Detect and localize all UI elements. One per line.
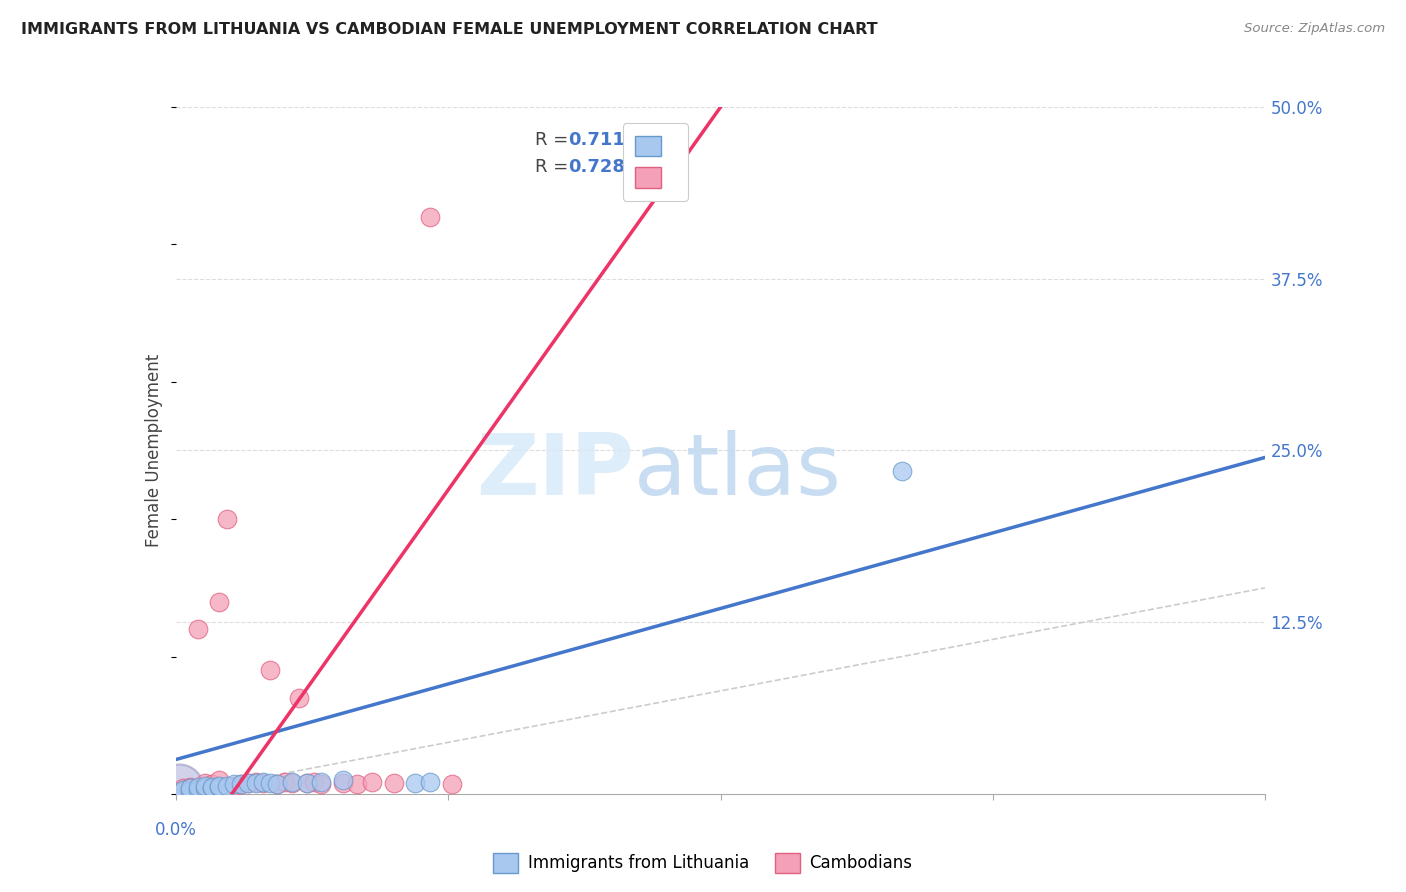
Point [172, 782, 194, 797]
Point [309, 774, 332, 789]
Point [179, 784, 201, 798]
Text: Source: ZipAtlas.com: Source: ZipAtlas.com [1244, 22, 1385, 36]
Text: 0.728: 0.728 [568, 159, 626, 177]
Point [332, 773, 354, 788]
Point [194, 776, 217, 790]
Point [332, 776, 354, 790]
Point [281, 776, 304, 790]
Point [201, 781, 224, 796]
Point [179, 780, 201, 794]
Point [186, 782, 209, 797]
Point [172, 784, 194, 798]
Point [194, 781, 217, 796]
Point [382, 776, 405, 790]
Point [186, 622, 209, 636]
Text: N =: N = [617, 131, 669, 149]
Point [172, 781, 194, 796]
Text: R =: R = [536, 131, 574, 149]
Point [208, 594, 231, 608]
Point [252, 776, 274, 790]
Point [208, 773, 231, 788]
Y-axis label: Female Unemployment: Female Unemployment [145, 354, 163, 547]
Point [194, 779, 217, 793]
Point [259, 663, 281, 677]
Point [266, 777, 288, 791]
Point [360, 774, 382, 789]
Point [309, 777, 332, 791]
Point [245, 774, 267, 789]
Text: 27: 27 [655, 131, 681, 149]
Text: ZIP: ZIP [475, 430, 633, 513]
Point [891, 464, 914, 478]
Point [179, 782, 201, 797]
Point [245, 776, 267, 790]
Text: atlas: atlas [633, 430, 841, 513]
Text: IMMIGRANTS FROM LITHUANIA VS CAMBODIAN FEMALE UNEMPLOYMENT CORRELATION CHART: IMMIGRANTS FROM LITHUANIA VS CAMBODIAN F… [21, 22, 877, 37]
Point [419, 210, 441, 224]
Point [231, 777, 253, 791]
Point [288, 690, 311, 705]
Text: R =: R = [536, 159, 574, 177]
Point [215, 779, 238, 793]
Point [259, 776, 281, 790]
Point [281, 774, 304, 789]
Point [302, 774, 325, 789]
Point [440, 777, 463, 791]
Point [238, 776, 260, 790]
Point [169, 781, 191, 796]
Point [201, 780, 224, 794]
Point [295, 776, 318, 790]
Point [274, 774, 297, 789]
Point [186, 780, 209, 794]
Point [295, 776, 318, 790]
Text: 0.0%: 0.0% [155, 822, 197, 839]
Legend: Immigrants from Lithuania, Cambodians: Immigrants from Lithuania, Cambodians [486, 847, 920, 880]
Point [252, 774, 274, 789]
Point [179, 781, 201, 796]
Legend: , : , [623, 123, 688, 201]
Point [266, 777, 288, 791]
Text: 0.711: 0.711 [568, 131, 624, 149]
Point [201, 777, 224, 791]
Point [238, 776, 260, 790]
Point [208, 779, 231, 793]
Text: N =: N = [617, 159, 669, 177]
Point [186, 781, 209, 796]
Point [215, 512, 238, 526]
Point [405, 776, 427, 790]
Point [222, 777, 245, 791]
Point [208, 780, 231, 794]
Point [231, 777, 253, 791]
Point [172, 782, 194, 797]
Point [346, 777, 368, 791]
Text: 30: 30 [655, 159, 681, 177]
Point [419, 774, 441, 789]
Point [222, 779, 245, 793]
